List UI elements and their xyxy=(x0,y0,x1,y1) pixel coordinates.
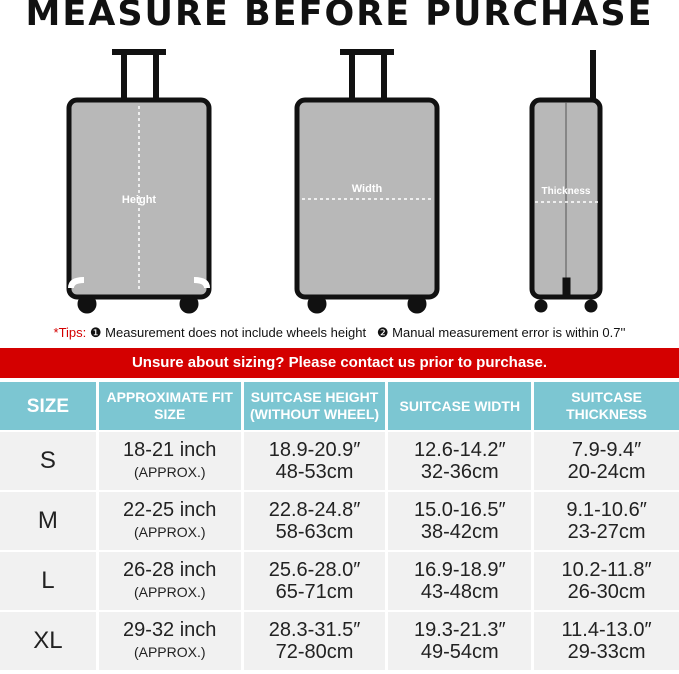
thickness-cell: 10.2-11.8″ 26-30cm xyxy=(534,552,679,610)
size-cell: XL xyxy=(0,612,96,670)
width-label: Width xyxy=(352,183,383,195)
suitcase-front-height: Height xyxy=(66,49,212,314)
fit-cell: 29-32 inch (APPROX.) xyxy=(98,612,241,670)
header-width: SUITCASE WIDTH xyxy=(388,382,532,430)
table-row: L 26-28 inch (APPROX.) 25.6-28.0″ 65-71cm … xyxy=(0,552,679,610)
thickness-label: Thickness xyxy=(542,186,591,197)
suitcase-front-width: Width xyxy=(294,49,440,314)
width-cell: 16.9-18.9″ 43-48cm xyxy=(388,552,532,610)
tip-2: ❷ Manual measurement error is within 0.7… xyxy=(376,325,626,340)
suitcase-diagrams: Height Width Thickness xyxy=(66,49,603,314)
table-header: SIZE APPROXIMATE FIT SIZE SUITCASE HEIGH… xyxy=(0,382,679,430)
height-cell: 22.8-24.8″ 58-63cm xyxy=(243,492,386,550)
tip-1: ❶ Measurement does not include wheels he… xyxy=(89,325,367,340)
table-row: XL 29-32 inch (APPROX.) 28.3-31.5″ 72-80cm… xyxy=(0,612,679,670)
thickness-cell: 11.4-13.0″ 29-33cm xyxy=(534,612,679,670)
size-cell: L xyxy=(0,552,96,610)
width-cell: 12.6-14.2″ 32-36cm xyxy=(388,432,532,490)
table-row: S 18-21 inch (APPROX.) 18.9-20.9″ 48-53cm … xyxy=(0,432,679,490)
size-table: SIZE APPROXIMATE FIT SIZE SUITCASE HEIGH… xyxy=(0,380,679,672)
page-title: MEASURE BEFORE PURCHASE xyxy=(25,0,654,34)
contact-banner: Unsure about sizing? Please contact us p… xyxy=(0,348,679,378)
height-cell: 18.9-20.9″ 48-53cm xyxy=(243,432,386,490)
fit-cell: 22-25 inch (APPROX.) xyxy=(98,492,241,550)
height-label: Height xyxy=(122,194,157,206)
width-cell: 19.3-21.3″ 49-54cm xyxy=(388,612,532,670)
fit-cell: 26-28 inch (APPROX.) xyxy=(98,552,241,610)
header-size: SIZE xyxy=(0,382,96,430)
width-cell: 15.0-16.5″ 38-42cm xyxy=(388,492,532,550)
header-thickness: SUITCASE THICKNESS xyxy=(534,382,679,430)
suitcase-side-thickness: Thickness xyxy=(529,50,603,313)
header-height: SUITCASE HEIGHT (WITHOUT WHEEL) xyxy=(243,382,386,430)
size-cell: S xyxy=(0,432,96,490)
table-row: M 22-25 inch (APPROX.) 22.8-24.8″ 58-63cm … xyxy=(0,492,679,550)
height-cell: 28.3-31.5″ 72-80cm xyxy=(243,612,386,670)
header-fit: APPROXIMATE FIT SIZE xyxy=(98,382,241,430)
tips-label: *Tips: xyxy=(53,325,87,340)
thickness-cell: 9.1-10.6″ 23-27cm xyxy=(534,492,679,550)
fit-cell: 18-21 inch (APPROX.) xyxy=(98,432,241,490)
thickness-cell: 7.9-9.4″ 20-24cm xyxy=(534,432,679,490)
size-cell: M xyxy=(0,492,96,550)
height-cell: 25.6-28.0″ 65-71cm xyxy=(243,552,386,610)
tips-line: *Tips: ❶ Measurement does not include wh… xyxy=(0,325,679,341)
